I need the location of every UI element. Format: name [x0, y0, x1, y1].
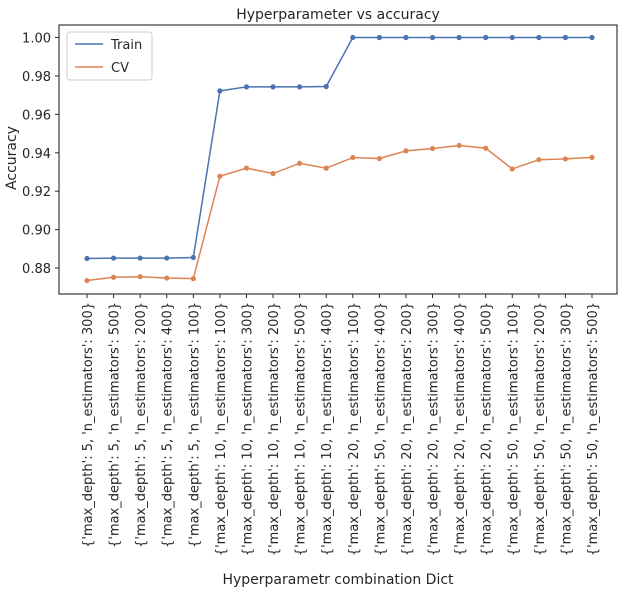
- data-point-train: [562, 34, 569, 41]
- y-tick-label: 0.94: [22, 147, 51, 162]
- data-point-cv: [429, 145, 436, 152]
- x-axis-label: Hyperparametr combination Dict: [222, 572, 454, 588]
- data-point-train: [190, 254, 196, 261]
- x-tick-label: {'max_depth': 50, 'n_estimators': 300}: [559, 302, 574, 556]
- data-point-cv: [137, 274, 143, 280]
- data-point-train: [84, 255, 90, 262]
- data-point-train: [110, 255, 117, 261]
- data-point-cv: [297, 160, 303, 166]
- data-point-cv: [84, 277, 90, 284]
- data-point-cv: [323, 165, 329, 171]
- y-tick-label: 1.00: [22, 31, 51, 46]
- y-tick-label: 0.90: [22, 224, 51, 239]
- x-tick-label: {'max_depth': 20, 'n_estimators': 500}: [480, 302, 495, 556]
- series-line-train: [86, 36, 592, 260]
- x-tick-label: {'max_depth': 5, 'n_estimators': 300}: [81, 302, 96, 548]
- y-axis-label: Accuracy: [4, 126, 20, 190]
- data-point-cv: [190, 276, 196, 282]
- x-tick-label: {'max_depth': 5, 'n_estimators': 500}: [108, 302, 123, 548]
- data-point-train: [429, 34, 436, 41]
- data-point-cv: [483, 145, 489, 151]
- series-line-cv: [86, 144, 593, 282]
- data-point-cv: [217, 173, 223, 179]
- data-point-cv: [403, 148, 409, 154]
- data-point-cv: [376, 155, 382, 162]
- data-point-train: [217, 88, 223, 94]
- data-point-train: [137, 255, 143, 261]
- x-tick-label: {'max_depth': 20, 'n_estimators': 200}: [400, 302, 415, 556]
- plot-area-frame: [58, 24, 618, 295]
- data-point-cv: [589, 154, 595, 160]
- x-tick-label: {'max_depth': 50, 'n_estimators': 100}: [506, 302, 521, 556]
- data-point-train: [456, 34, 462, 41]
- x-tick-label: {'max_depth': 20, 'n_estimators': 100}: [347, 302, 362, 556]
- x-tick-label: {'max_depth': 50, 'n_estimators': 400}: [373, 302, 388, 556]
- data-point-cv: [536, 157, 542, 163]
- x-tick-label: {'max_depth': 10, 'n_estimators': 500}: [294, 302, 309, 556]
- data-point-train: [297, 84, 303, 90]
- data-point-cv: [509, 166, 515, 172]
- y-tick-label: 0.98: [22, 70, 51, 85]
- x-tick-label: {'max_depth': 50, 'n_estimators': 500}: [586, 302, 601, 556]
- data-point-cv: [562, 156, 569, 162]
- x-tick-label: {'max_depth': 10, 'n_estimators': 400}: [320, 302, 335, 556]
- x-tick-label: {'max_depth': 5, 'n_estimators': 200}: [134, 302, 149, 548]
- data-point-train: [323, 83, 329, 90]
- data-point-train: [509, 34, 515, 41]
- x-tick-label: {'max_depth': 5, 'n_estimators': 400}: [161, 302, 176, 548]
- data-point-cv: [243, 165, 250, 171]
- data-point-train: [483, 34, 489, 41]
- data-point-train: [164, 255, 170, 261]
- legend-label-train: Train: [110, 38, 142, 53]
- data-point-cv: [110, 274, 117, 280]
- legend-label-cv: CV: [111, 61, 129, 76]
- data-point-train: [403, 34, 409, 41]
- x-tick-label: {'max_depth': 20, 'n_estimators': 400}: [453, 302, 468, 556]
- data-point-train: [536, 34, 542, 41]
- data-point-train: [376, 34, 382, 41]
- x-tick-label: {'max_depth': 10, 'n_estimators': 100}: [214, 302, 229, 556]
- y-tick-label: 0.92: [22, 185, 51, 200]
- data-point-train: [270, 84, 276, 90]
- data-point-cv: [350, 154, 356, 161]
- x-tick-label: {'max_depth': 20, 'n_estimators': 300}: [427, 302, 442, 556]
- data-point-cv: [270, 170, 276, 177]
- data-point-cv: [164, 275, 170, 281]
- data-point-cv: [456, 142, 462, 149]
- y-tick-label: 0.88: [22, 262, 51, 277]
- y-tick-label: 0.96: [22, 108, 51, 123]
- chart-title: Hyperparameter vs accuracy: [236, 7, 440, 23]
- data-point-train: [589, 34, 595, 41]
- x-tick-label: {'max_depth': 5, 'n_estimators': 100}: [187, 302, 202, 548]
- x-tick-label: {'max_depth': 50, 'n_estimators': 200}: [533, 302, 548, 556]
- x-tick-label: {'max_depth': 10, 'n_estimators': 200}: [267, 302, 282, 556]
- x-tick-label: {'max_depth': 10, 'n_estimators': 300}: [240, 302, 255, 556]
- data-point-train: [243, 84, 250, 90]
- data-point-train: [350, 34, 356, 41]
